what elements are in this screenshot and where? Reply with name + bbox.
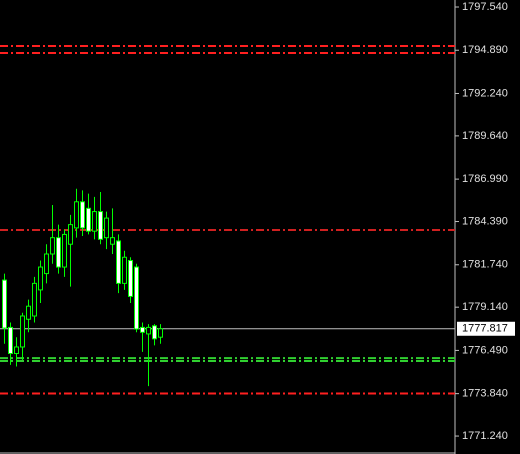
candle-body: [104, 217, 109, 239]
y-tick-label: 1773.840: [462, 388, 508, 400]
candle-body: [140, 326, 145, 333]
candle-body: [92, 211, 97, 232]
candle-body: [26, 305, 31, 320]
candle-body: [62, 233, 67, 268]
candle-body: [128, 260, 133, 297]
price-label: 1777.817: [462, 323, 508, 335]
candle-body: [152, 325, 157, 340]
candle-body: [116, 240, 121, 284]
candle-body: [20, 315, 25, 348]
candle-body: [98, 211, 103, 240]
candle-body: [146, 326, 151, 335]
y-tick-label: 1792.240: [462, 87, 508, 99]
candle-body: [80, 201, 85, 229]
candle-body: [68, 224, 73, 245]
y-tick-label: 1786.990: [462, 173, 508, 185]
y-tick-label: 1784.390: [462, 215, 508, 227]
candle-body: [134, 266, 139, 330]
price-label-box: [457, 321, 515, 336]
candle-body: [14, 346, 19, 355]
candle-body: [158, 328, 163, 338]
candle-body: [74, 201, 79, 229]
candle-body: [44, 253, 49, 275]
candle-body: [122, 256, 127, 284]
candle-body: [38, 266, 43, 291]
candle-body: [50, 237, 55, 255]
candle-body: [56, 237, 61, 268]
candle-body: [110, 237, 115, 245]
y-tick-label: 1781.740: [462, 259, 508, 271]
y-tick-label: 1789.640: [462, 130, 508, 142]
y-tick-label: 1794.890: [462, 44, 508, 56]
candle-body: [2, 279, 7, 329]
candle-body: [86, 207, 91, 232]
candle-body: [32, 282, 37, 317]
y-tick-label: 1776.490: [462, 344, 508, 356]
candle-body: [8, 326, 13, 355]
y-tick-label: 1771.240: [462, 430, 508, 442]
y-tick-label: 1779.140: [462, 301, 508, 313]
y-tick-label: 1797.540: [462, 1, 508, 13]
